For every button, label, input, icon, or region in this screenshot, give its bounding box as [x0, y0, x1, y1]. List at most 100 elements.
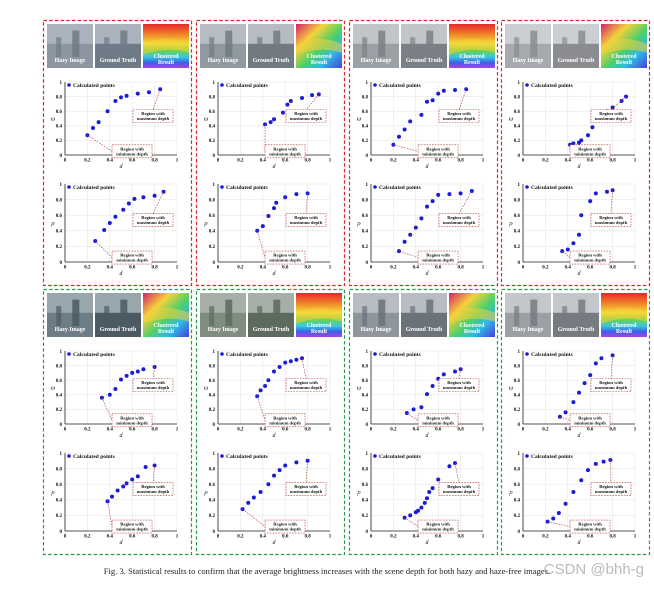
thumb-label: Result: [464, 329, 480, 335]
min-callout-box: [111, 519, 153, 534]
y-tick-label: 0.8: [362, 467, 369, 472]
x-axis-label: d: [120, 164, 124, 170]
y-tick-label: 0.4: [362, 125, 369, 130]
y-tick-label: 0.2: [514, 514, 521, 519]
data-point: [280, 110, 285, 115]
legend-label: Calculated points: [73, 185, 116, 191]
data-point: [556, 511, 561, 516]
clustered-result-thumb: [143, 24, 189, 68]
thumb-label: Ground Truth: [100, 327, 137, 333]
data-point: [447, 464, 452, 469]
max-callout-leader: [458, 190, 473, 214]
data-point: [577, 232, 581, 237]
data-point: [571, 400, 576, 405]
thumb-ground: [95, 43, 141, 68]
max-callout-line1: Region with: [447, 215, 471, 220]
thumb-building: [378, 299, 386, 326]
data-point: [272, 473, 276, 478]
y-tick-label: 0.2: [362, 139, 369, 144]
panel-grid: Hazy Image Ground TruthClusteredResult000…: [42, 19, 651, 556]
y-tick-label: 0.4: [514, 230, 521, 235]
data-point: [419, 505, 424, 510]
data-point: [436, 91, 441, 96]
max-callout-leader: [305, 94, 320, 110]
y-tick-label: 0.2: [514, 139, 521, 144]
legend-label: Calculated points: [379, 454, 422, 460]
thumb-ground: [401, 43, 447, 68]
min-callout-leader: [256, 396, 266, 421]
x-tick-label: 1: [176, 428, 179, 433]
thumb-label: Ground Truth: [406, 58, 443, 64]
x-tick-label: 0.6: [282, 159, 289, 164]
max-callout-line1: Region with: [141, 484, 165, 489]
data-point: [430, 384, 435, 389]
thumb-label: Hazy Image: [55, 58, 86, 64]
data-point: [590, 125, 595, 130]
y-tick-label: 0: [60, 261, 63, 266]
y-tick-label: 0.4: [56, 230, 63, 235]
x-tick-label: 0.4: [413, 266, 420, 271]
cluster-band: [601, 307, 647, 324]
y-tick-label: 1: [60, 350, 63, 355]
data-point: [124, 93, 129, 98]
min-callout-line2: minimum depth: [422, 420, 454, 425]
x-tick-label: 0.8: [304, 159, 311, 164]
data-point: [135, 369, 140, 374]
y-tick-label: 0: [518, 261, 521, 266]
clustered-result-thumb: [601, 24, 647, 68]
y-tick-label: 1: [518, 183, 521, 188]
min-callout-leader: [393, 144, 419, 152]
min-callout-box: [111, 144, 153, 159]
x-axis-label: d: [120, 433, 124, 439]
data-point: [266, 378, 271, 383]
y-tick-label: 0.4: [209, 125, 216, 130]
max-callout-box: [132, 213, 174, 227]
x-tick-label: 1: [482, 535, 485, 540]
x-tick-label: 0.6: [435, 428, 442, 433]
max-callout-line1: Region with: [447, 380, 471, 385]
figure: Hazy Image Ground TruthClusteredResult000…: [42, 19, 651, 556]
cluster-band: [296, 38, 342, 55]
data-point: [397, 134, 401, 139]
x-tick-label: 0.2: [390, 428, 397, 433]
thumb-ground: [353, 43, 399, 68]
data-point: [277, 468, 282, 473]
thumb-ground: [47, 312, 93, 337]
data-point: [585, 133, 590, 138]
max-callout-line1: Region with: [294, 380, 318, 385]
y-tick-label: 0.2: [514, 245, 521, 250]
data-point: [571, 141, 576, 146]
max-callout-line1: Region with: [141, 380, 165, 385]
scatter-plot: 00 0.2 0.2 0.4 0.4 0.6 0.6 0.8 0.8 1 1 d ω Calculated…: [357, 81, 485, 170]
x-tick-label: 0.8: [304, 428, 311, 433]
clustered-result-thumb: [449, 24, 495, 68]
ground-truth-thumb: [401, 24, 447, 68]
x-tick-label: 0.4: [107, 535, 114, 540]
thumb-building: [562, 306, 568, 326]
x-tick-label: 1: [634, 428, 637, 433]
y-tick-label: 0: [213, 530, 216, 535]
x-tick-label: 0.8: [151, 266, 158, 271]
max-callout-box: [590, 378, 632, 393]
cluster-band: [449, 307, 495, 324]
x-tick-label: 1: [634, 266, 637, 271]
max-callout-line2: maximum depth: [137, 489, 170, 494]
data-point: [571, 490, 576, 494]
scatter-plot: 00 0.2 0.2 0.4 0.4 0.6 0.6 0.8 0.8 1 1 d ω Calculated…: [51, 350, 179, 439]
y-tick-label: 0.2: [362, 514, 369, 519]
thumb-building: [514, 306, 520, 326]
haze-free-panel: Hazy Image Ground TruthClusteredResult000…: [500, 288, 651, 556]
scatter-plot: 00 0.2 0.2 0.4 0.4 0.6 0.6 0.8 0.8 1 1 d ρ Calculated…: [203, 452, 331, 546]
x-tick-label: 0.8: [609, 159, 616, 164]
max-callout-leader: [152, 191, 164, 214]
thumb-building: [257, 37, 263, 57]
x-tick-label: 0.8: [151, 535, 158, 540]
min-callout-box: [111, 413, 153, 428]
ground-truth-thumb: [248, 293, 294, 337]
y-axis-label: ω: [204, 116, 209, 123]
y-tick-label: 0.4: [209, 499, 216, 504]
data-point: [260, 224, 265, 229]
data-point: [563, 410, 568, 415]
data-point: [427, 490, 432, 494]
x-tick-label: 0.4: [565, 266, 572, 271]
